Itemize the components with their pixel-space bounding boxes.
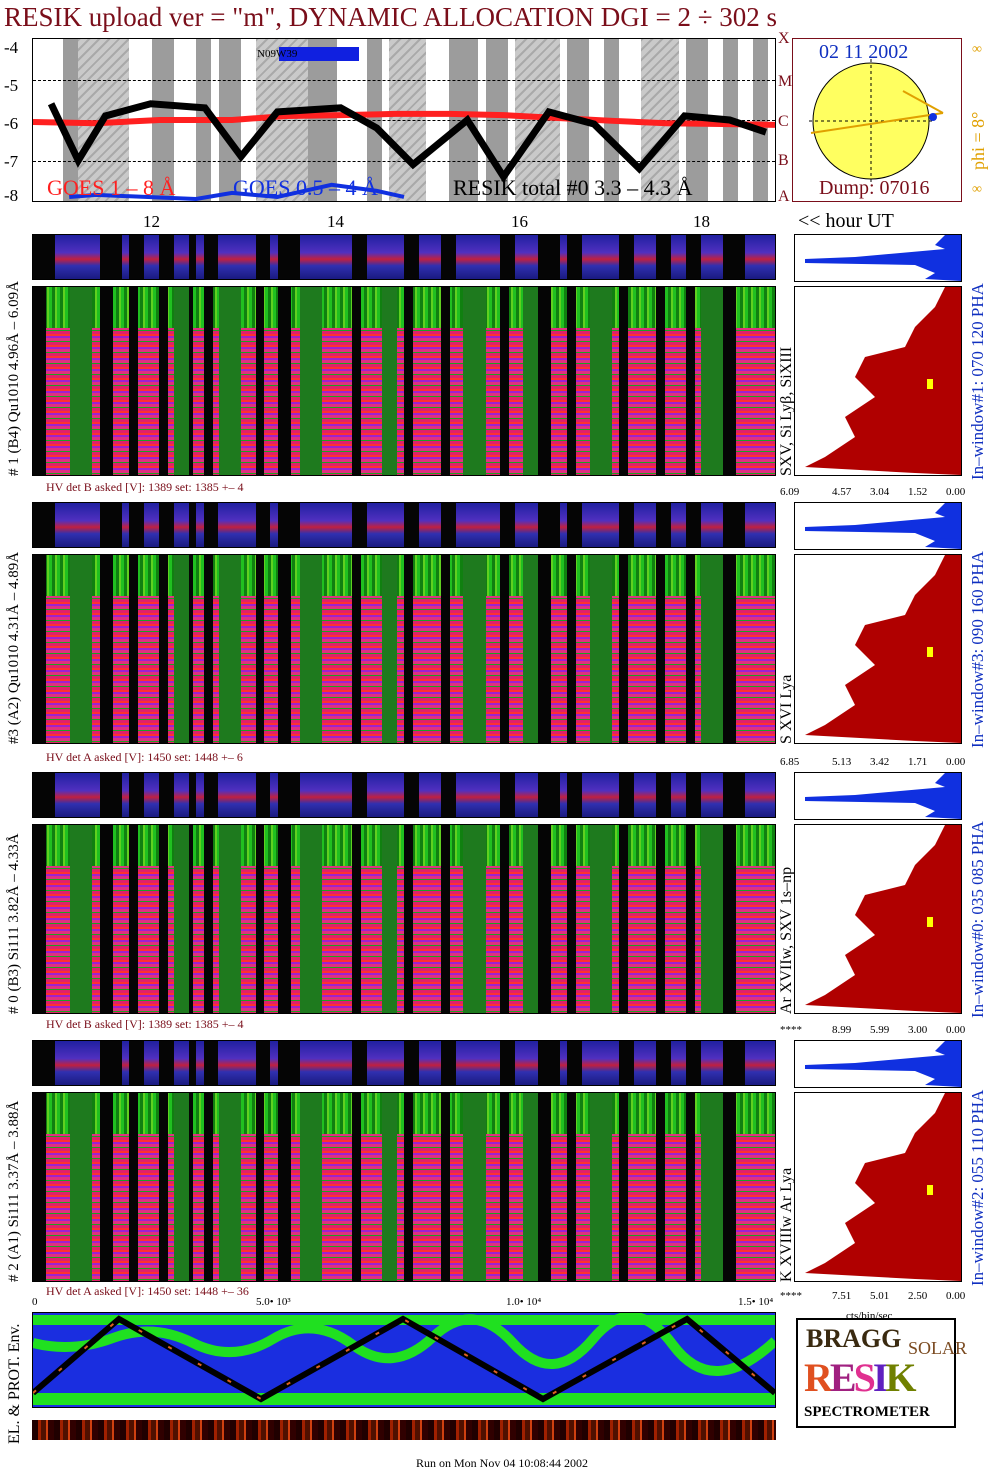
y-tick: -5 [4, 76, 19, 95]
y-tick: -7 [4, 152, 19, 171]
spectrum-image [32, 554, 776, 744]
x-tick: 14 [327, 212, 344, 231]
goes-flux-panel: N09W39 GOES 1 – 8 Å GOES 0.5 – 4 Å RESIK… [32, 38, 776, 202]
class-letter: B [778, 152, 789, 169]
series-line [47, 100, 768, 184]
pha-histogram [794, 234, 962, 282]
pha-strip [32, 772, 776, 818]
hv-status: HV det B asked [V]: 1389 set: 1385 +– 4 [46, 1017, 244, 1031]
line-label: K XVIIIw Ar Lya [778, 1167, 795, 1282]
legend-goes-short: GOES 0.5 – 4 Å [233, 175, 378, 200]
bottom-x-tick: 0 [32, 1296, 38, 1308]
logo-letter: SOLAR [908, 1338, 968, 1358]
histogram-x-tick: 8.99 [832, 1024, 852, 1036]
spectrum-histogram [794, 286, 962, 476]
window-label: In–window#0: 035 085 PHA [968, 821, 987, 1018]
bottom-x-tick: 1.5• 10⁴ [738, 1296, 774, 1308]
histogram-x-tick: 5.13 [832, 756, 852, 768]
logo-letter: RESIK [804, 1355, 917, 1400]
y-tick: -8 [4, 186, 19, 205]
bottom-x-tick: 1.0• 10⁴ [506, 1296, 542, 1308]
pha-histogram [794, 502, 962, 550]
sun-panel: 02 11 2002 Dump: 07016 [792, 38, 962, 202]
sun-disk-icon [809, 59, 944, 183]
class-letter: C [778, 113, 789, 130]
histogram-x-tick: 2.50 [908, 1290, 928, 1302]
particle-env-label: EL. & PROT. Env. [6, 1323, 23, 1444]
x-tick: 12 [143, 212, 160, 231]
histogram-x-tick: 0.00 [946, 1290, 966, 1302]
infinity-mark: ∞ [972, 42, 982, 57]
pha-strip [32, 1040, 776, 1086]
particle-env-panel [32, 1312, 776, 1408]
line-label: S XVI Lya [778, 674, 795, 744]
spectrum-image [32, 1092, 776, 1282]
histogram-x-tick: 5.01 [870, 1290, 890, 1302]
histogram-x-tick: 6.09 [780, 486, 800, 498]
histogram-x-tick: 0.00 [946, 1024, 966, 1036]
pha-strip [32, 234, 776, 280]
detector-label: # 2 (A1) Si111 3.37Å – 3.88Å [6, 1100, 22, 1282]
class-letter: A [778, 188, 790, 205]
class-letter: X [778, 30, 790, 47]
series-line [33, 110, 775, 128]
window-label: In–window#3: 090 160 PHA [968, 551, 987, 748]
bottom-x-tick: 5.0• 10³ [256, 1296, 291, 1308]
x-tick: 16 [511, 212, 528, 231]
detector-label: # 1 (B4) Qu1010 4.96Å – 6.09Å [6, 281, 22, 476]
x-tick: 18 [693, 212, 710, 231]
window-label: In–window#1: 070 120 PHA [968, 283, 987, 480]
histogram-x-tick: 3.04 [870, 486, 890, 498]
pha-strip [32, 502, 776, 548]
histogram-x-tick: 1.71 [908, 756, 928, 768]
footer-timestamp: Run on Mon Nov 04 10:08:44 2002 [416, 1456, 589, 1470]
sun-date: 02 11 2002 [819, 41, 909, 63]
spectrum-histogram [794, 554, 962, 744]
legend-goes-long: GOES 1 – 8 Å [47, 175, 176, 200]
histogram-x-tick: 4.57 [832, 486, 852, 498]
pha-histogram [794, 1040, 962, 1088]
line-label: Ar XVIIw, SXV 1s–np [778, 866, 795, 1014]
y-tick: -6 [4, 114, 19, 133]
histogram-x-tick: 0.00 [946, 756, 966, 768]
detector-label: # 0 (B3) Si111 3.82Å – 4.33Å [6, 833, 22, 1014]
infinity-mark: ∞ [972, 182, 982, 197]
line-label: SXV, Si Lyβ, SiXIII [778, 346, 795, 476]
histogram-x-tick: 0.00 [946, 486, 966, 498]
page-title: RESIK upload ver = "m", DYNAMIC ALLOCATI… [4, 2, 778, 32]
histogram-x-tick: 6.85 [780, 756, 800, 768]
histogram-x-tick: 3.00 [908, 1024, 928, 1036]
detector-label: #3 (A2) Qu1010 4.31Å – 4.89Å [6, 551, 22, 744]
window-label: In–window#2: 055 110 PHA [968, 1089, 987, 1286]
series-line [69, 182, 405, 201]
histogram-x-tick: **** [780, 1024, 802, 1036]
dump-label: Dump: 07016 [819, 177, 930, 199]
histogram-x-tick: 1.52 [908, 486, 928, 498]
spectrum-histogram [794, 1092, 962, 1282]
histogram-x-tick: 7.51 [832, 1290, 852, 1302]
hv-status: HV det A asked [V]: 1450 set: 1448 +– 36 [46, 1284, 249, 1298]
region-label: N09W39 [257, 48, 298, 60]
hv-status: HV det B asked [V]: 1389 set: 1385 +– 4 [46, 480, 244, 494]
class-letter: M [778, 73, 793, 90]
particle-strip [32, 1420, 776, 1440]
spectrum-histogram [794, 824, 962, 1014]
spectrum-image [32, 824, 776, 1014]
histogram-x-tick: 5.99 [870, 1024, 890, 1036]
phi-label: phi = 8° [968, 111, 988, 170]
hv-status: HV det A asked [V]: 1450 set: 1448 +– 6 [46, 750, 243, 764]
pha-histogram [794, 772, 962, 820]
histogram-x-tick: 3.42 [870, 756, 890, 768]
logo-letter: BRAGG [806, 1324, 902, 1353]
hour-axis-label: << hour UT [798, 210, 894, 232]
resik-logo: BRAGG RESIK SOLAR SPECTROMETER [796, 1318, 967, 1428]
logo-word: SPECTROMETER [804, 1404, 930, 1420]
histogram-x-tick: **** [780, 1290, 802, 1302]
spectrum-image [32, 286, 776, 476]
legend-resik: RESIK total #0 3.3 – 4.3 Å [453, 175, 693, 200]
y-tick: -4 [4, 38, 19, 57]
